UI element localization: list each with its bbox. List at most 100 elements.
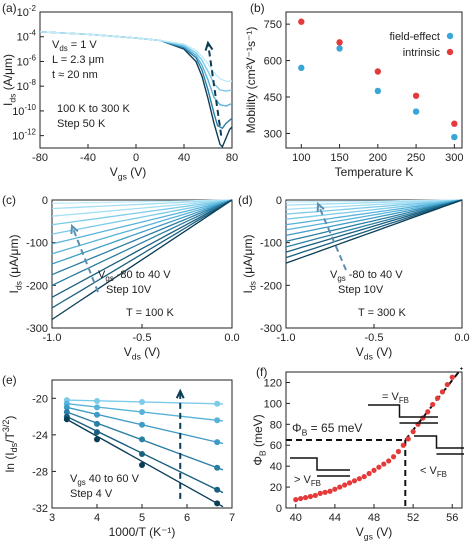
- panel-a-xtick-label: -80: [32, 152, 48, 164]
- panel-b-legend-marker-field-effect: [446, 32, 454, 40]
- panel-f-band-flat: [368, 404, 438, 424]
- panel-e-ylabel: ln (Ids/T3/2): [1, 416, 19, 473]
- panel-c-ytick-label: -300: [26, 323, 48, 335]
- panel-e-annot-step: Step 4 V: [70, 488, 113, 500]
- panel-e-point: [139, 462, 145, 469]
- panel-b-xtick-label: 250: [407, 152, 425, 164]
- panel-e-fit-line: [65, 417, 224, 508]
- panel-f-point: [434, 395, 441, 401]
- panel-d-curve: [285, 199, 463, 259]
- panel-a-ylabel: Ids (A/μm): [1, 54, 17, 106]
- panel-f-point: [430, 401, 436, 408]
- panel-d-arrow: [317, 203, 347, 271]
- panel-e-point: [214, 486, 221, 493]
- panel-f-ytick-label: 20: [270, 482, 282, 494]
- panel-b-ytick-label: 450: [264, 92, 282, 104]
- panel-c-xtick-label: -0.5: [133, 332, 152, 344]
- panel-d-xtick-label: -0.5: [365, 332, 384, 344]
- panel-b-point-field-effect: [336, 45, 343, 52]
- panel-c-curve: [51, 199, 233, 309]
- panel-f-ytick-label: 120: [264, 377, 282, 389]
- panel-a-xtick-label: 80: [226, 152, 238, 164]
- panel-e-point: [94, 420, 100, 427]
- panel-f-label-above-vfb: > VFB: [294, 474, 321, 488]
- panel-d-annot-step: Step 10V: [338, 284, 384, 296]
- panel-f-ytick-label: 0: [276, 503, 282, 515]
- panel-c-curve: [51, 199, 233, 226]
- panel-d-annot-vgs: Vgs -80 to 40 V: [330, 269, 403, 283]
- panel-e-xtick-label: 7: [229, 512, 235, 524]
- panel-a-ytick-label: 10-12: [12, 128, 36, 143]
- panel-c-xtick-label: 0.0: [224, 332, 239, 344]
- panel-a-ytick-label: 10-8: [17, 78, 37, 93]
- panel-f-label: (f): [256, 365, 267, 379]
- panel-b-point-field-effect: [451, 133, 458, 141]
- panel-a-annot-range: 100 K to 300 K: [57, 103, 130, 115]
- panel-f-point: [307, 493, 314, 500]
- panel-c-arrow: [71, 225, 99, 293]
- panel-a-annot-vds: Vds = 1 V: [52, 39, 97, 53]
- panel-d-curve: [285, 199, 463, 231]
- panel-e-point: [214, 464, 221, 471]
- panel-b-frame: [285, 11, 463, 149]
- panel-d-curve: [285, 199, 463, 237]
- panel-f-ytick-label: 100: [264, 398, 282, 410]
- panel-b-point-field-effect: [298, 64, 305, 72]
- panel-f-label-equal-vfb: = VFB: [382, 391, 409, 405]
- panel-f-point: [366, 470, 372, 477]
- panel-a-ytick-label: 10-6: [17, 53, 37, 68]
- panel-f-label-below-vfb: < VFB: [420, 465, 447, 479]
- panel-f-xtick-label: 44: [329, 512, 341, 524]
- panel-d-ytick-label: -100: [260, 238, 282, 250]
- panel-f-point: [390, 454, 397, 460]
- panel-b-xtick-label: 300: [445, 152, 463, 164]
- panel-f-point: [386, 458, 392, 464]
- panel-f-point: [381, 461, 387, 467]
- panel-f-point: [327, 488, 333, 494]
- panel-d-ytick-label: -200: [260, 280, 282, 292]
- panel-b-ytick-label: 600: [264, 56, 282, 68]
- panel-e-point: [94, 436, 100, 443]
- panel-f-point: [337, 484, 343, 490]
- panel-f-point: [346, 480, 353, 486]
- panel-c-xlabel: Vds (V): [124, 345, 160, 361]
- panel-c-curve: [51, 199, 233, 276]
- panel-e-arrow-head: [175, 388, 185, 399]
- panel-e-xtick-label: 4: [94, 512, 100, 524]
- panel-a-annot-thickness: t ≈ 20 nm: [52, 69, 98, 81]
- panel-e-point: [139, 409, 145, 415]
- panel-f-point: [351, 478, 358, 484]
- panel-c-curve: [51, 199, 233, 255]
- panel-a-xlabel: Vgs (V): [110, 165, 146, 181]
- panel-f-point: [376, 464, 382, 470]
- panel-f-point: [444, 381, 450, 388]
- panel-e-point: [139, 421, 145, 428]
- panel-b-legend-field-effect: field-effect: [389, 31, 440, 43]
- panel-b-point-intrinsic: [412, 92, 420, 99]
- panel-c-ytick-label: 0: [42, 195, 48, 207]
- panel-c-curve: [51, 199, 233, 205]
- panel-c-ytick-label: -200: [26, 280, 48, 292]
- panel-e-point: [94, 404, 100, 411]
- panel-d-xlabel: Vds (V): [356, 345, 392, 361]
- panel-e-point: [139, 451, 145, 458]
- panel-b-xtick-label: 100: [292, 152, 310, 164]
- panel-b-legend-intrinsic: intrinsic: [403, 47, 441, 59]
- panel-f-point: [410, 429, 416, 435]
- panel-f-ylabel: ΦB (meV): [251, 414, 267, 465]
- panel-f-band-below: [414, 435, 464, 455]
- panel-e-xtick-label: 5: [139, 512, 145, 524]
- panel-c-ytick-label: -100: [26, 238, 48, 250]
- panel-e-point: [63, 409, 70, 415]
- panel-d-xtick-label: 0.0: [454, 332, 469, 344]
- panel-e-point: [214, 400, 221, 407]
- panel-f-xtick-label: 56: [446, 512, 458, 524]
- panel-f-point: [312, 492, 318, 499]
- panel-d-xtick-label: -1.0: [277, 332, 296, 344]
- panel-c-curve: [51, 199, 233, 286]
- panel-f-point: [420, 415, 426, 421]
- panel-d-curve: [285, 199, 463, 248]
- panel-b-point-field-effect: [412, 108, 420, 115]
- panel-b-point-intrinsic: [451, 120, 458, 127]
